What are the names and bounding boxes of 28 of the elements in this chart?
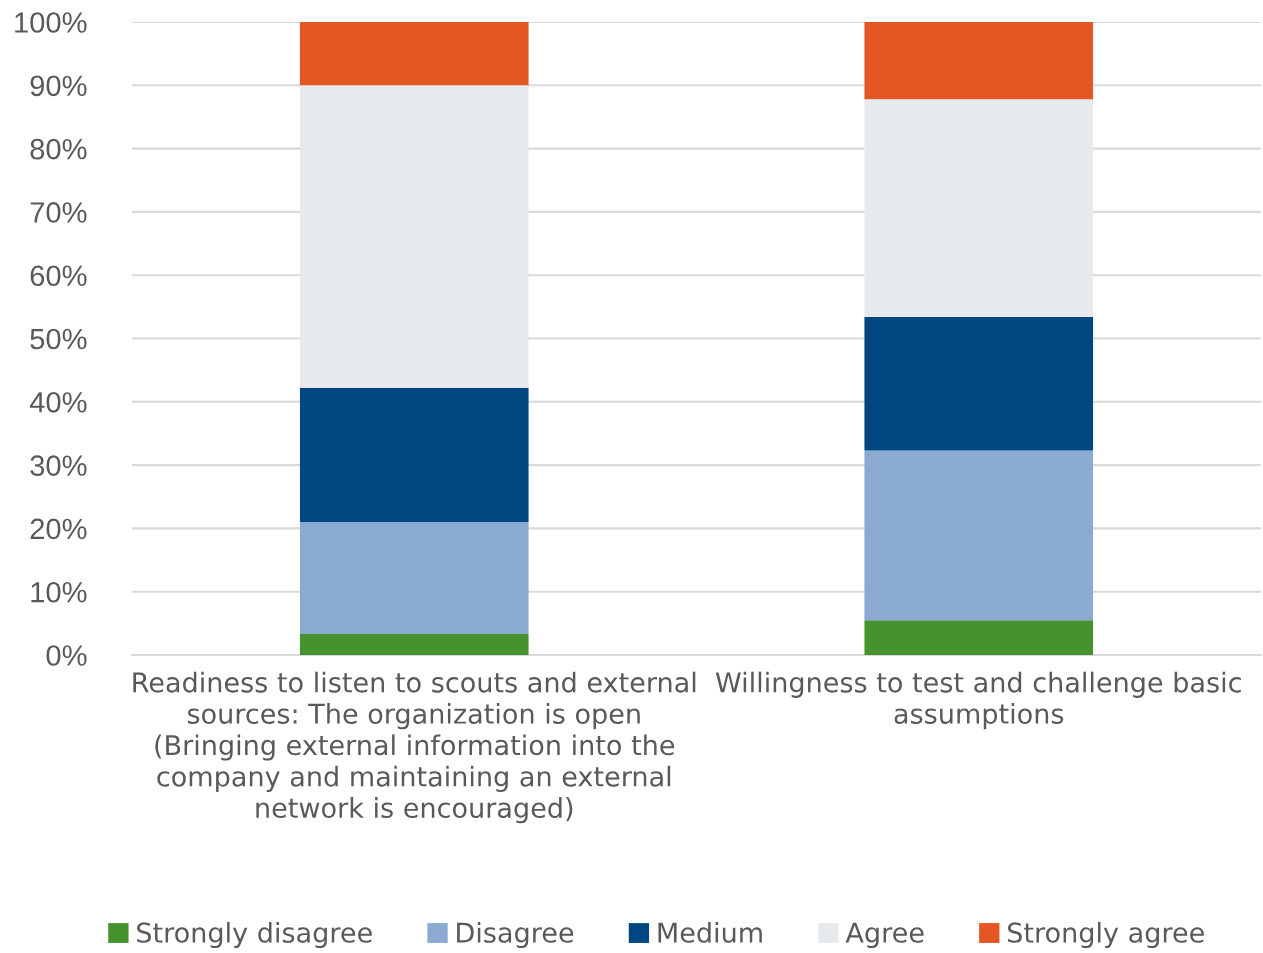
bar (299, 634, 529, 655)
bar (864, 450, 1094, 621)
y-tick-label: 60% (30, 265, 87, 287)
y-tick-label: 50% (30, 328, 87, 350)
bar (299, 85, 529, 388)
y-tick-label: 70% (30, 202, 87, 223)
y-tick-label: 40% (29, 392, 87, 413)
bar (864, 99, 1094, 317)
bar (864, 316, 1094, 451)
legend-label: Strongly disagree (137, 921, 372, 949)
y-tick-label: 30% (30, 455, 87, 476)
y-tick-label: 100% (15, 12, 87, 33)
bar (864, 22, 1094, 100)
bar (299, 22, 529, 86)
bar (299, 387, 529, 523)
bar (864, 620, 1094, 655)
legend-label: Disagree (457, 921, 574, 949)
legend-label: Strongly agree (1008, 921, 1204, 949)
x-tick-label: Readiness to listen to scouts and external sources: The organization is open (Bringing external information into the company and maintaining an external network is encouraged) (133, 671, 696, 824)
x-tick-label: Willingness to test and challenge basic assumptions (715, 671, 1241, 730)
y-tick-label: 0% (46, 645, 87, 666)
legend-label: Agree (845, 922, 924, 949)
y-tick-label: 90% (30, 75, 87, 97)
bar (299, 522, 529, 635)
y-tick-label: 80% (30, 138, 87, 160)
legend-label: Medium (658, 921, 762, 943)
y-tick-label: 20% (30, 518, 87, 540)
y-tick-label: 10% (31, 581, 87, 603)
